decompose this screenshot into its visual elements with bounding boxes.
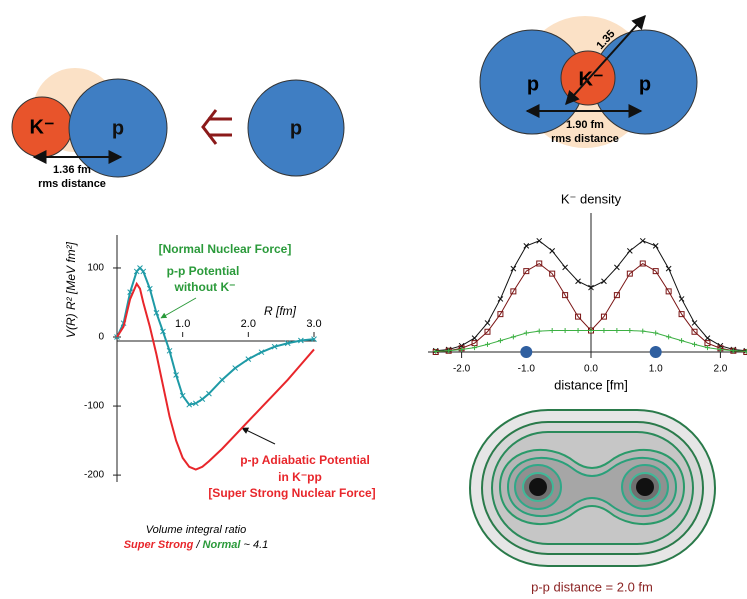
proton-position [650,346,662,358]
data-marker [640,329,645,334]
data-marker [692,320,697,325]
x-tick-label: 1.0 [649,364,663,375]
data-marker [692,342,697,347]
data-marker [563,265,568,270]
data-marker [653,331,658,336]
data-marker [498,338,503,343]
distance-label: rms distance [38,178,106,190]
data-marker [498,296,503,301]
data-marker [601,279,606,284]
note-slash: / [195,539,200,551]
annotation: p-p Adiabatic Potential [240,453,370,467]
proton-center [636,478,654,496]
data-marker [206,391,211,396]
data-marker [614,328,619,333]
data-marker [679,296,684,301]
data-marker [627,328,632,333]
note-line: Super Strong / Normal ~ 4.1 [124,539,269,551]
data-marker [524,331,529,336]
data-marker [537,329,542,334]
annotation: without K⁻ [174,280,236,294]
data-marker [550,328,555,333]
x-axis-label: distance [fm] [554,377,628,392]
data-marker [666,334,671,339]
annotation-arrow [242,428,275,444]
data-marker [705,336,710,341]
data-marker [640,238,645,243]
distance-value: 1.36 fm [53,164,91,176]
proton-label: p [112,117,124,139]
proton-position [520,346,532,358]
proton-label: p [290,117,302,139]
x-tick-label: 2.0 [713,364,727,375]
data-marker [537,238,542,243]
note-normal: Normal [203,539,242,551]
data-marker [524,243,529,248]
data-marker [666,266,671,271]
proton-label: p [639,73,651,95]
annotation-arrow [161,298,196,318]
pp-distance: 1.90 fm [566,119,604,131]
kaon-label: K⁻ [30,116,55,138]
x-tick-label: 0.0 [584,364,598,375]
data-marker [511,266,516,271]
two-body-diagram: K⁻ p 1.36 fm rms distance p [12,68,344,190]
note-strong: Super Strong [124,539,194,551]
proton-label: p [527,73,539,95]
annotation: in K⁻pp [278,470,322,484]
data-marker [576,279,581,284]
contour-diagram: p-p distance = 2.0 fm [470,410,715,594]
x-tick-label: 3.0 [306,318,321,330]
potential-chart-frame: V(R) R² [MeV fm²] R [fm] [Normal Nuclear… [64,235,376,551]
density-chart-frame: K⁻ density distance [fm] [428,191,747,392]
x-tick-label: 1.0 [175,318,190,330]
data-marker [220,377,225,382]
x-tick-label: -1.0 [518,364,536,375]
y-tick-label: -200 [84,470,104,481]
contour-caption: p-p distance = 2.0 fm [531,579,653,594]
chart-title: K⁻ density [561,191,622,206]
y-tick-label: 0 [98,332,104,343]
distance-label: rms distance [551,133,619,145]
x-tick-label: -2.0 [453,364,471,375]
y-tick-label: -100 [84,401,104,412]
annotation: p-p Potential [167,264,240,278]
data-marker [511,334,516,339]
x-axis-label: R [fm] [264,304,297,318]
x-tick-label: 2.0 [241,318,256,330]
three-body-diagram: p K⁻ p 1.35 1.90 fm rms distance [480,16,697,148]
transition-arrow [203,110,232,144]
data-marker [601,328,606,333]
data-marker [485,320,490,325]
data-marker [472,336,477,341]
y-axis-label: V(R) R² [MeV fm²] [64,241,78,338]
annotation: [Super Strong Nuclear Force] [208,486,375,500]
note-title: Volume integral ratio [146,524,246,536]
y-tick-label: 100 [87,263,104,274]
annotation: [Normal Nuclear Force] [159,242,292,256]
data-marker [679,338,684,343]
data-marker [614,265,619,270]
data-marker [653,243,658,248]
data-marker [576,328,581,333]
figure: K⁻ p 1.36 fm rms distance p p K⁻ p 1.35 … [0,0,747,599]
data-marker [550,248,555,253]
data-marker [485,342,490,347]
data-marker [563,328,568,333]
data-marker [627,248,632,253]
note-ratio: ~ 4.1 [244,539,269,551]
proton-center [529,478,547,496]
